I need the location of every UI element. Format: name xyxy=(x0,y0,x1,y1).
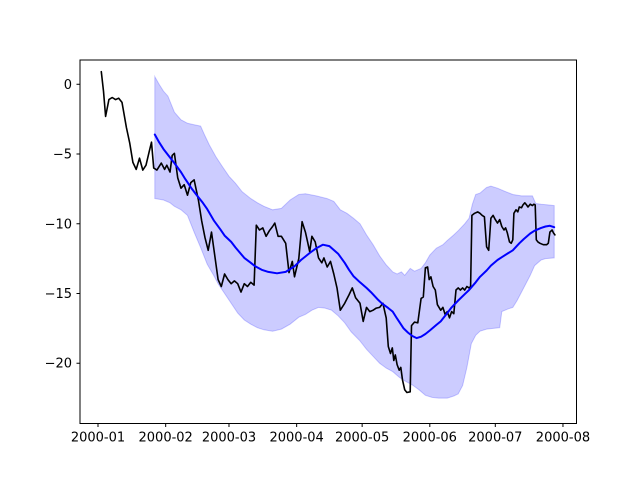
y-tick-label: −15 xyxy=(45,287,72,302)
x-tick-label: 2000-02 xyxy=(139,431,193,446)
x-tick-label: 2000-08 xyxy=(536,431,590,446)
x-tick-label: 2000-03 xyxy=(202,431,256,446)
x-axis-ticks: 2000-01 2000-02 2000-03 2000-04 2000-05 2000-… xyxy=(71,423,590,446)
x-tick-label: 2000-05 xyxy=(335,431,389,446)
plot-area-border xyxy=(79,59,577,424)
confidence-band-layer xyxy=(154,74,555,399)
y-axis-ticks: 0 −5 −10 −15 −20 xyxy=(45,78,80,372)
y-tick-label: −5 xyxy=(53,148,72,163)
y-tick-label: 0 xyxy=(64,78,72,93)
y-tick-label: −20 xyxy=(45,357,72,372)
series-layer xyxy=(100,70,556,394)
x-tick-label: 2000-06 xyxy=(403,431,457,446)
confidence-band xyxy=(154,74,555,399)
rolling-mean-line xyxy=(153,133,556,340)
y-tick-label: −10 xyxy=(45,217,72,232)
x-tick-label: 2000-01 xyxy=(71,431,125,446)
raw-series-line xyxy=(100,70,556,394)
axes-layer: 2000-01 2000-02 2000-03 2000-04 2000-05 2000-… xyxy=(45,59,590,446)
x-tick-label: 2000-04 xyxy=(269,431,323,446)
x-tick-label: 2000-07 xyxy=(468,431,522,446)
